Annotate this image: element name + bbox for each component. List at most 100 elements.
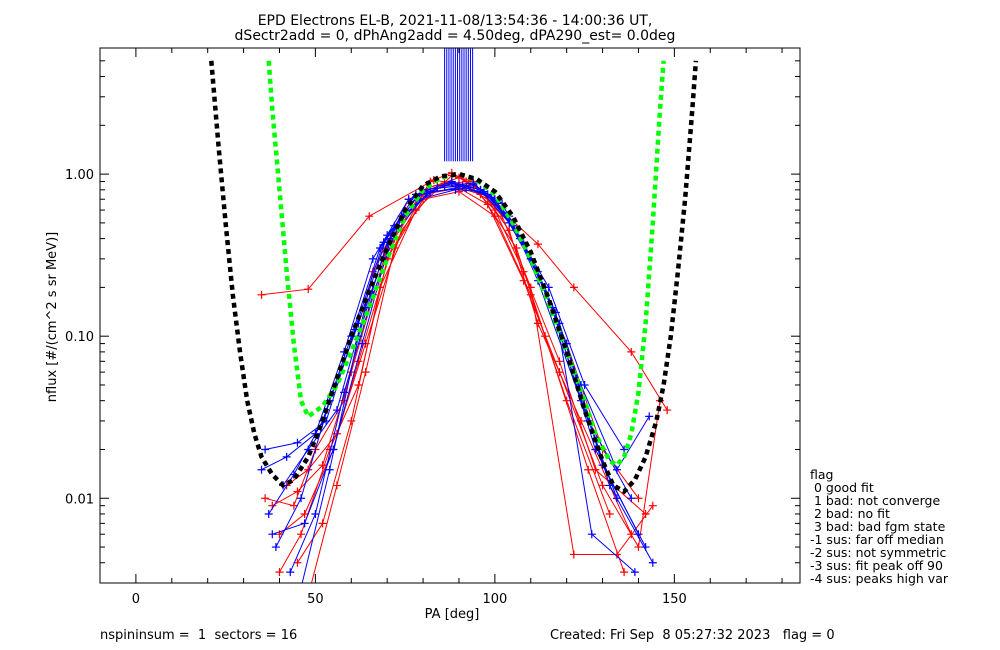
blue-series-point [297,494,306,503]
red-series-point [569,550,578,559]
legend: flag 0 good fit 1 bad: not converge 2 ba… [810,468,948,585]
blue-series-point [261,445,270,454]
red-series-point [347,416,356,425]
red-series-point [526,290,535,299]
red-series-point [598,481,607,490]
y-tick-label: 1.00 [65,168,94,183]
red-series-point [483,200,492,209]
red-series-point [569,283,578,292]
blue-series-point [630,568,639,577]
red-series-point [293,487,302,496]
red-series-point [526,283,535,292]
x-axis-label: PA [deg] [425,607,480,622]
blue-series-point [264,509,273,518]
footer-left: nspininsum = 1 sectors = 16 [100,628,298,643]
blue-series-point [286,568,295,577]
red-series-point [354,380,363,389]
blue-series-point [358,339,367,348]
blue-series-point [325,465,334,474]
red-series-point [361,368,370,377]
plot-border [99,47,801,584]
blue-series-line [289,184,654,573]
y-axis-label: nflux [#/(cm^2 s sr MeV)] [45,232,60,402]
blue-series-line [282,187,647,548]
blue-series-point [451,185,460,194]
black-fit-curve [209,60,699,495]
red-series-point [627,347,636,356]
chart-title-line2: dSectr2add = 0, dPhAng2add = 4.50deg, dP… [235,28,676,44]
red-series-point [620,568,629,577]
y-tick-label: 0.01 [65,492,94,507]
red-series-point [318,461,327,470]
red-series-point [555,357,564,366]
blue-series-point [297,584,305,592]
legend-item: -4 sus: peaks high var [810,571,949,586]
blue-series-point [311,509,320,518]
blue-series-line [264,189,625,450]
blue-series-point [293,438,302,447]
axis-ticks: 0 50 100 150 0.01 0.10 1.00 [65,47,800,607]
red-series-point [261,494,270,503]
blue-series-point [368,254,377,263]
y-tick-label: 0.10 [65,330,94,345]
red-series-point [490,212,499,221]
red-series-point [663,406,672,415]
blue-series-point [271,543,280,552]
legend-item: 1 bad: not converge [810,493,941,508]
red-series-point [605,509,614,518]
blue-series-point [627,494,636,503]
blue-series-point [580,380,589,389]
red-series-line [286,180,646,515]
red-series-point [648,501,657,510]
chart-title-line1: EPD Electrons EL-B, 2021-11-08/13:54:36 … [258,13,653,29]
red-series-point [533,240,542,249]
red-series-point [584,465,593,474]
red-series-line [296,174,654,564]
x-tick-label: 150 [662,592,687,607]
red-series-point [634,494,643,503]
blue-series-point [282,452,291,461]
red-series-point [634,543,643,552]
x-tick-label: 100 [482,592,507,607]
red-series-point [297,530,306,539]
footer-right: Created: Fri Sep 8 05:27:32 2023 flag = … [550,628,835,643]
red-series-point [289,501,298,510]
blue-series-point [300,519,309,528]
data-layer [209,48,699,592]
x-tick-label: 0 [132,592,140,607]
blue-series-point [587,530,596,539]
red-series-point [512,244,521,253]
blue-series-line [272,185,636,573]
blue-series-point [257,465,266,474]
red-series-point [300,509,309,518]
blue-series-point [476,185,485,194]
plot-frame [99,47,801,584]
x-tick-label: 50 [307,592,324,607]
blue-series-point [612,494,621,503]
red-series-line [311,191,611,583]
red-series-line [279,172,632,535]
blue-series-point [648,558,657,567]
blue-series-point [645,412,654,421]
red-series-line [261,179,668,411]
legend-item: 2 bad: no fit [810,506,890,521]
blue-series-point [447,179,456,188]
legend-item: -3 sus: fit peak off 90 [810,558,943,573]
legend-item: 3 bad: bad fgm state [810,519,946,534]
red-series-line [272,177,639,507]
red-series-point [304,285,313,294]
legend-item: -2 sus: not symmetric [810,545,947,560]
blue-series-line [275,185,639,548]
blue-series-point [268,530,277,539]
red-series-point [365,212,374,221]
legend-item: 0 good fit [810,480,874,495]
legend-item: -1 sus: far off median [810,532,944,547]
red-series-point [332,481,341,490]
red-series-point [275,568,284,577]
red-series-point [562,396,571,405]
red-series-point [257,290,266,299]
legend-title: flag [810,467,834,482]
red-series-point [318,519,327,528]
blue-series-point [469,180,478,189]
